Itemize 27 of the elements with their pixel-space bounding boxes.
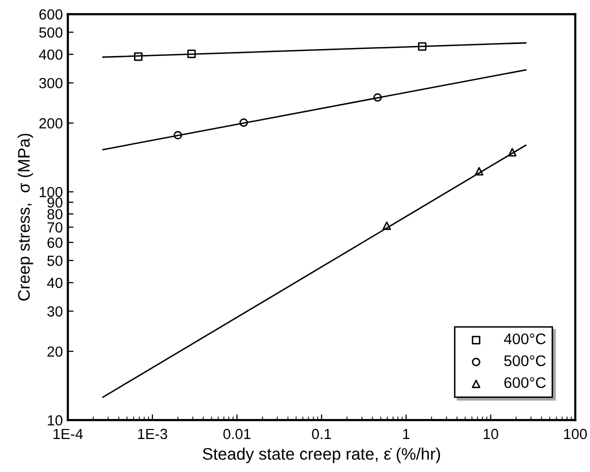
y-tick-label: 80 bbox=[47, 209, 62, 220]
x-tick-label: 1E-4 bbox=[54, 428, 83, 439]
y-tick-label: 20 bbox=[48, 346, 62, 357]
y-tick-label: 200 bbox=[39, 118, 62, 129]
legend-label: 500°C bbox=[504, 355, 546, 366]
x-tick-label: 1E-3 bbox=[138, 428, 168, 440]
y-tick-label: 10 bbox=[48, 415, 62, 426]
x-axis-title: Steady state creep rate, ε̇ (%/hr) bbox=[202, 448, 440, 464]
y-tick-label: 400 bbox=[38, 49, 62, 60]
x-tick-label: 100 bbox=[564, 428, 587, 440]
y-tick-label: 50 bbox=[47, 256, 62, 266]
y-tick-label: 60 bbox=[48, 238, 62, 248]
y-tick-label: 90 bbox=[47, 197, 62, 208]
y-tick-label: 500 bbox=[39, 27, 62, 38]
y-tick-label: 100 bbox=[40, 186, 62, 198]
x-tick-label: 0.01 bbox=[223, 428, 250, 440]
x-tick-label: 10 bbox=[484, 428, 498, 440]
y-tick-label: 70 bbox=[48, 222, 62, 233]
legend-label: 600°C bbox=[504, 377, 546, 388]
y-axis-title: Creep stress, σ (MPa) bbox=[18, 134, 34, 301]
y-tick-label: 30 bbox=[47, 306, 62, 317]
x-tick-label: 0.1 bbox=[312, 428, 331, 440]
x-tick-label: 1 bbox=[403, 428, 410, 439]
legend-label: 400°C bbox=[504, 333, 546, 344]
y-tick-label: 40 bbox=[47, 278, 62, 288]
y-tick-label: 300 bbox=[39, 78, 62, 88]
y-tick-label: 600 bbox=[39, 9, 62, 20]
